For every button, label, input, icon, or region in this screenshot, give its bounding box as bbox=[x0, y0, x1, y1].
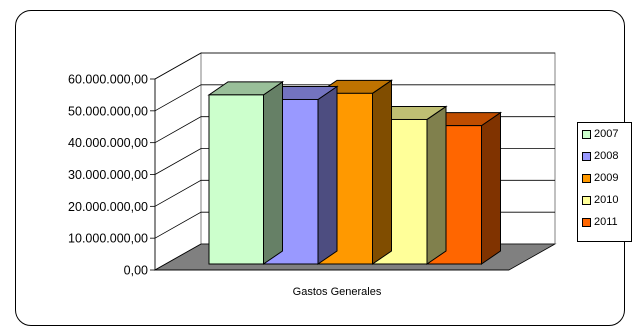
gridline bbox=[154, 84, 555, 112]
y-tick-label: 50.000.000,00 bbox=[68, 104, 148, 118]
bars bbox=[207, 79, 503, 265]
legend-item: 2010 bbox=[582, 193, 618, 207]
legend-item: 2009 bbox=[582, 171, 618, 185]
legend-label: 2008 bbox=[594, 150, 619, 162]
bar-side bbox=[481, 111, 501, 265]
y-tick-label: 10.000.000,00 bbox=[68, 232, 148, 246]
legend-item: 2007 bbox=[582, 127, 618, 141]
legend-label: 2011 bbox=[594, 216, 618, 228]
legend-swatch bbox=[582, 173, 591, 183]
legend: 2007 2008 2009 2010 2011 bbox=[577, 122, 632, 242]
bar-front bbox=[208, 94, 264, 265]
y-tick-label: 30.000.000,00 bbox=[68, 168, 148, 182]
legend-label: 2007 bbox=[594, 128, 619, 140]
bar-side bbox=[317, 85, 338, 265]
gridline bbox=[154, 52, 555, 80]
y-tick-label: 20.000.000,00 bbox=[68, 200, 148, 214]
legend-label: 2009 bbox=[594, 172, 619, 184]
y-tick-label: 0,00 bbox=[124, 264, 148, 278]
legend-item: 2011 bbox=[582, 215, 618, 229]
bar-side bbox=[426, 105, 447, 265]
legend-swatch bbox=[582, 217, 591, 227]
bar-side bbox=[263, 80, 283, 265]
y-axis-tick-labels: 0,00 10.000.000,00 20.000.000,00 30.000.000… bbox=[68, 73, 148, 278]
bar-2010 bbox=[370, 105, 448, 265]
bar-2007 bbox=[207, 80, 285, 265]
legend-swatch bbox=[582, 151, 591, 161]
y-tick-label: 40.000.000,00 bbox=[68, 136, 148, 150]
legend-swatch bbox=[582, 195, 591, 205]
legend-label: 2010 bbox=[594, 194, 619, 206]
legend-swatch bbox=[582, 129, 591, 139]
legend-item: 2008 bbox=[582, 149, 618, 163]
x-category-label: Gastos Generales bbox=[293, 286, 382, 298]
bar-side bbox=[372, 79, 392, 265]
y-tick-label: 60.000.000,00 bbox=[68, 73, 148, 87]
